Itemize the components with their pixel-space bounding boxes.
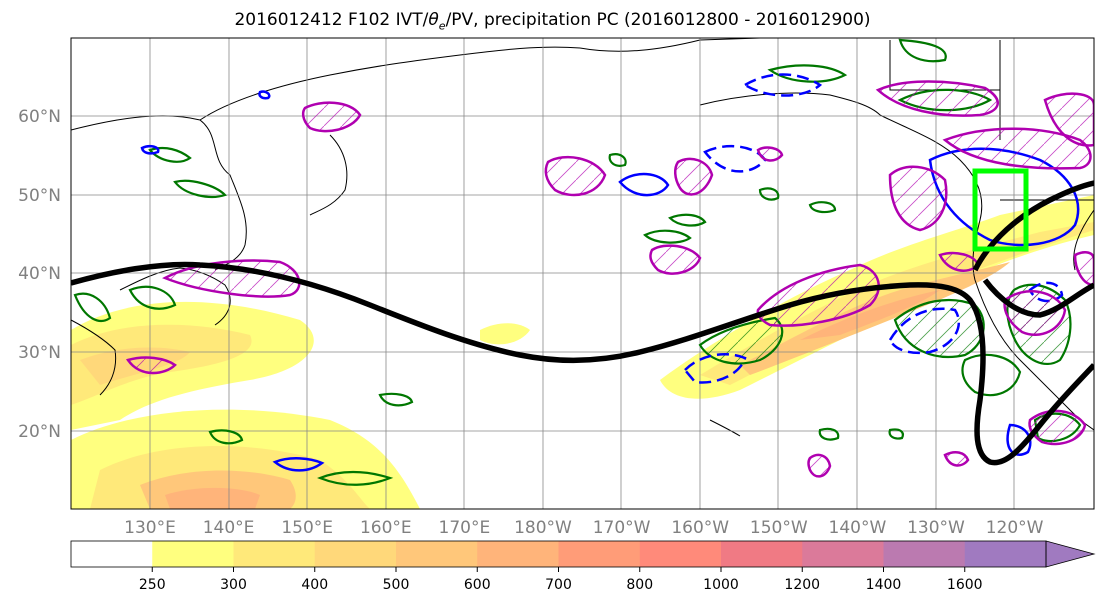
colorbar-bin: [233, 541, 316, 567]
colorbar-bin: [71, 541, 153, 567]
lon-label: 120°W: [986, 518, 1044, 538]
colorbar-bin: [721, 541, 803, 567]
title-theta-sub: e: [438, 19, 446, 33]
colorbar-tick-label: 1600: [947, 577, 983, 593]
title-suffix: /PV, precipitation PC (2016012800 - 2016…: [445, 10, 871, 30]
colorbar-tick-label: 400: [301, 577, 328, 593]
colorbar-bin: [639, 541, 722, 567]
longitude-labels: 130°E 140°E 150°E 160°E 170°E 180°W 170°W 160°W…: [124, 518, 1044, 538]
colorbar-bin: [314, 541, 397, 567]
lon-label: 160°W: [671, 518, 729, 538]
colorbar-tick-label: 600: [464, 577, 491, 593]
lon-label: 160°E: [360, 518, 412, 538]
colorbar-bin: [883, 541, 966, 567]
colorbar-boxes: [71, 541, 1047, 567]
colorbar-tick-label: 1200: [784, 577, 820, 593]
lat-label: 50°N: [18, 186, 61, 206]
lat-label: 20°N: [18, 422, 61, 442]
lon-label: 170°E: [439, 518, 491, 538]
map-frame: [70, 37, 1095, 510]
colorbar-tick-label: 250: [139, 577, 166, 593]
lon-label: 140°E: [203, 518, 255, 538]
colorbar-tick-label: 1000: [703, 577, 739, 593]
colorbar-bin: [802, 541, 884, 567]
colorbar-tick-label: 500: [383, 577, 410, 593]
jet-line: [71, 261, 1094, 466]
colorbar-tick-label: 1400: [866, 577, 902, 593]
lon-label: 170°W: [593, 518, 651, 538]
ivt-shading: [71, 195, 1094, 509]
map-panel: [71, 38, 1094, 509]
lon-label: 150°W: [750, 518, 808, 538]
chart-title: 2016012412 F102 IVT/θe/PV, precipitation…: [0, 10, 1105, 32]
colorbar-bin: [477, 541, 559, 567]
lat-label: 40°N: [18, 264, 61, 284]
colorbar-tick-label: 300: [220, 577, 247, 593]
target-region-box: [972, 168, 1029, 252]
colorbar-bin: [396, 541, 478, 567]
colorbar-bin: [558, 541, 641, 567]
lon-label: 150°E: [281, 518, 333, 538]
lon-label: 130°E: [124, 518, 176, 538]
colorbar-tick-label: 700: [545, 577, 572, 593]
colorbar: 250 300 400 500 600 700 800 1000 1200 1400 1600: [70, 540, 1096, 593]
colorbar-extend-arrow: [1045, 540, 1096, 568]
lon-label: 180°W: [514, 518, 572, 538]
title-prefix: 2016012412 F102 IVT/: [234, 10, 429, 30]
title-theta: θ: [428, 10, 439, 30]
colorbar-bin: [964, 541, 1047, 567]
jet-line-branch-2: [982, 278, 1094, 318]
lat-label: 60°N: [18, 107, 61, 127]
lat-label: 30°N: [18, 343, 61, 363]
colorbar-ticks: 250 300 400 500 600 700 800 1000 1200 1400 1600: [139, 567, 983, 593]
lon-label: 140°W: [829, 518, 887, 538]
lon-label: 130°W: [907, 518, 965, 538]
colorbar-tick-label: 800: [626, 577, 653, 593]
latitude-labels: 60°N 50°N 40°N 30°N 20°N: [18, 107, 61, 442]
colorbar-bin: [152, 541, 234, 567]
